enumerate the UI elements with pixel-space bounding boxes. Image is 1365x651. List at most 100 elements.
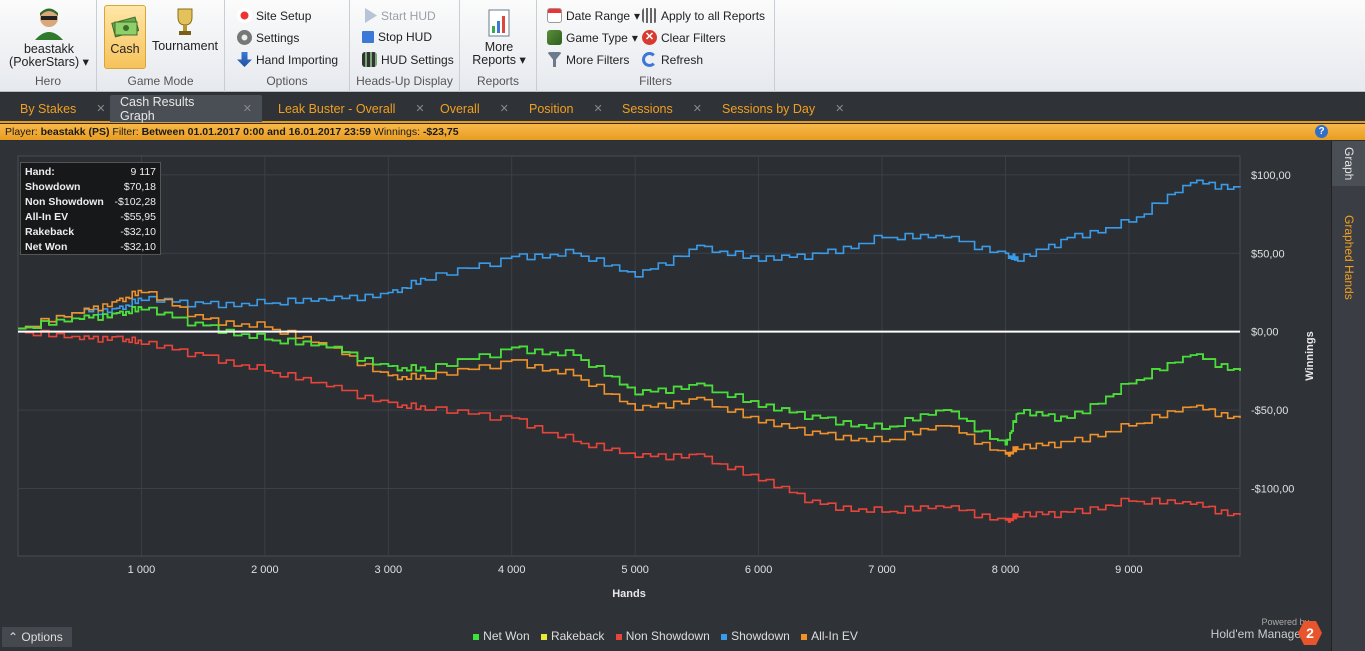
y-tick-label: -$100,00 [1251,484,1294,496]
start-hud-button[interactable]: Start HUD [362,8,436,23]
info-row-showdown: Showdown $70,18 [25,181,156,193]
chart-legend: Net Won Rakeback Non Showdown Showdown A… [0,629,1331,643]
play-icon [365,8,377,23]
tab-overall[interactable]: Overall ✕ [440,101,509,116]
close-icon[interactable]: ✕ [415,103,425,115]
series-line-net-won [18,306,1241,446]
close-icon[interactable]: ✕ [692,103,702,115]
tab-position[interactable]: Position ✕ [529,101,603,116]
close-icon[interactable]: ✕ [835,103,845,115]
help-icon[interactable]: ? [1315,125,1328,138]
x-axis-ticks: 1 000 2 000 3 000 4 000 5 000 6 000 7 000 8 000… [128,564,1143,576]
refresh-button[interactable]: Refresh [642,52,703,67]
x-tick-label: 4 000 [498,564,526,576]
cash-results-chart[interactable]: 1 000 2 000 3 000 4 000 5 000 6 000 7 000 8 000… [0,141,1331,651]
series-line-showdown [18,179,1241,330]
game-type-icon [547,30,562,45]
hero-avatar-icon [35,8,63,40]
hero-group: beastakk (PokerStars) ▾ Hero [0,0,97,92]
legend-non-showdown[interactable]: Non Showdown [615,629,710,643]
hover-info-box: Hand: 9 117 Showdown $70,18 Non Showdown -$… [20,162,161,255]
tab-sessions-by-day[interactable]: Sessions by Day ✕ [722,101,845,116]
series-line-all-in-ev [18,289,1241,457]
clear-filters-button[interactable]: ✕ Clear Filters [642,30,726,45]
side-tab-graphed-hands[interactable]: Graphed Hands [1342,214,1356,300]
site-setup-button[interactable]: Site Setup [237,8,311,23]
stop-hud-button[interactable]: Stop HUD [362,30,432,44]
calendar-icon [547,8,562,23]
reports-icon [488,9,510,37]
more-reports-button[interactable]: More Reports ▾ [466,8,532,67]
x-axis-label: Hands [612,588,646,600]
legend-net-won[interactable]: Net Won [473,629,530,643]
legend-rakeback[interactable]: Rakeback [540,629,604,643]
stop-icon [362,31,374,43]
ribbon-toolbar: beastakk (PokerStars) ▾ Hero Cash Tourna… [0,0,1365,92]
x-tick-label: 9 000 [1115,564,1143,576]
series-lines [18,179,1241,523]
hand-importing-button[interactable]: Hand Importing [237,52,338,67]
close-icon[interactable]: ✕ [96,103,106,115]
hm2-logo-icon: 2 [1298,621,1322,645]
legend-allin-ev[interactable]: All-In EV [801,629,858,643]
reports-group-label: Reports [476,74,520,88]
filter-icon [547,52,562,67]
hud-settings-icon [362,52,377,67]
tab-sessions[interactable]: Sessions ✕ [622,101,702,116]
close-icon[interactable]: ✕ [242,103,252,115]
y-axis-label: Winnings [1304,331,1316,380]
tab-leak-buster-overall[interactable]: Leak Buster - Overall ✕ [278,101,425,116]
y-tick-label: $0,00 [1251,327,1279,339]
winnings-value: -$23,75 [422,126,459,138]
filter-description: Between 01.01.2017 0:00 and 16.01.2017 2… [141,126,371,138]
settings-button[interactable]: Settings [237,30,299,45]
tab-by-stakes[interactable]: By Stakes ✕ [20,101,106,116]
hero-group-label: Hero [34,74,61,88]
info-row-hand: Hand: 9 117 [25,166,156,178]
apply-all-reports-button[interactable]: Apply to all Reports [642,8,765,23]
reports-group: More Reports ▾ Reports [460,0,537,92]
side-tab-graph[interactable]: Graph [1332,141,1365,186]
x-tick-label: 5 000 [621,564,649,576]
report-tabs: By Stakes ✕ Cash Results Graph ✕ Leak Bust… [0,93,1365,123]
x-tick-label: 1 000 [128,564,156,576]
info-row-rakeback: Rakeback -$32,10 [25,226,156,238]
powered-by-text: Powered by [1261,617,1309,627]
trophy-icon [177,8,193,35]
side-tabs: Graph Graphed Hands [1331,141,1365,651]
x-tick-label: 3 000 [375,564,403,576]
tab-cash-results-graph[interactable]: Cash Results Graph ✕ [110,95,262,123]
y-tick-label: -$50,00 [1251,405,1288,417]
filter-summary-bar: Player: beastakk (PS) Filter: Between 01… [0,124,1365,140]
hud-group-label: Heads-Up Display [356,74,453,88]
hud-settings-button[interactable]: HUD Settings [362,52,454,67]
close-icon[interactable]: ✕ [499,103,509,115]
more-filters-button[interactable]: More Filters [547,52,629,67]
legend-showdown[interactable]: Showdown [721,629,790,643]
player-name: beastakk (PS) [40,126,110,138]
brand-name: Hold'em Manager [1210,627,1305,641]
gear-icon [237,30,252,45]
date-range-button[interactable]: Date Range ▾ [547,8,640,23]
apply-all-icon [642,8,657,23]
options-group-label: Options [266,74,308,88]
x-tick-label: 7 000 [868,564,896,576]
close-icon[interactable]: ✕ [593,103,603,115]
clear-icon: ✕ [642,30,657,45]
y-axis-ticks: $100,00 $50,00 $0,00 -$50,00 -$100,00 [1251,170,1294,496]
info-row-allin-ev: All-In EV -$55,95 [25,211,156,223]
tournament-button[interactable]: Tournament [149,7,221,53]
hero-name: beastakk [23,42,75,56]
info-row-net-won: Net Won -$32,10 [25,241,156,253]
info-row-non-showdown: Non Showdown -$102,28 [25,196,156,208]
filters-group: Date Range ▾ Game Type ▾ More Filters Ap… [537,0,775,92]
hero-button[interactable]: beastakk (PokerStars) ▾ [6,4,92,69]
cash-button[interactable]: Cash [104,5,146,69]
options-button[interactable]: ⌃ Options [2,627,72,647]
x-tick-label: 6 000 [745,564,773,576]
site-setup-icon [237,8,252,23]
hero-site: (PokerStars) ▾ [9,55,89,69]
plot-area [17,155,1241,557]
game-type-button[interactable]: Game Type ▾ [547,30,638,45]
cash-icon [111,16,140,38]
